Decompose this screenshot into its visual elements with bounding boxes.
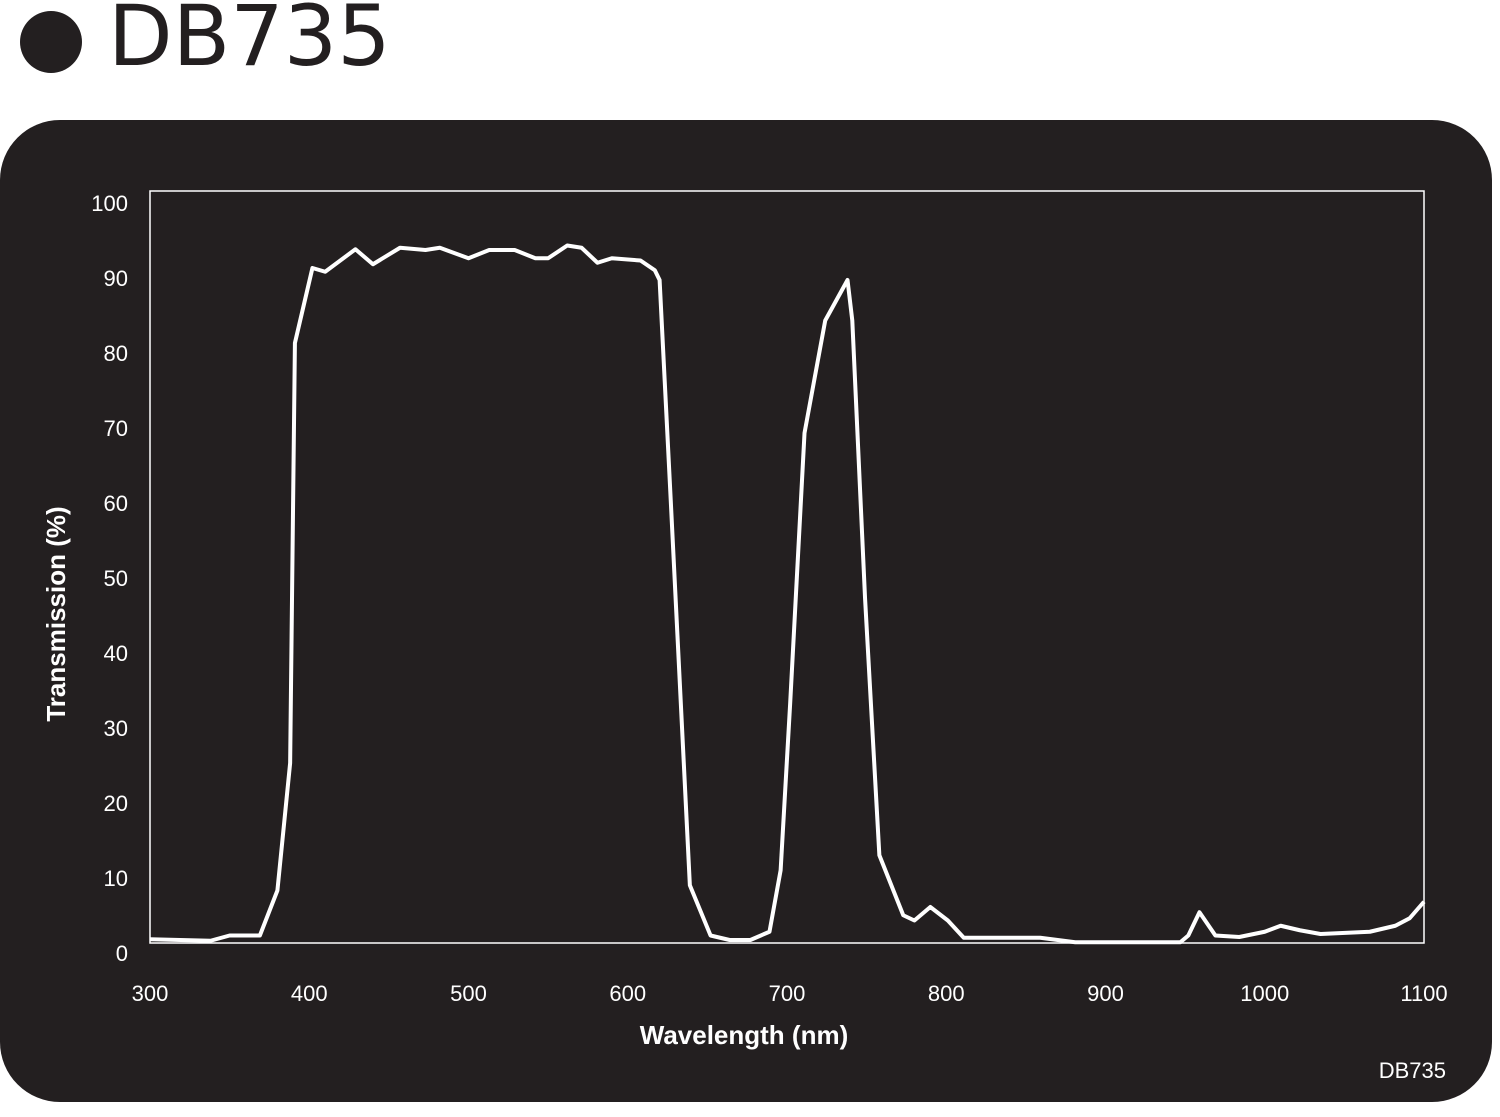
panel (0, 120, 1492, 1102)
y-tick-label: 20 (104, 791, 128, 816)
footnote: DB735 (1379, 1058, 1446, 1083)
x-tick-label: 400 (291, 981, 328, 1006)
y-tick-label: 40 (104, 641, 128, 666)
chart-title: DB735 (108, 0, 391, 85)
title-bullet (20, 11, 82, 73)
line (149, 243, 1426, 945)
x-tick-label: 700 (769, 981, 806, 1006)
x-axis-label: Wavelength (nm) (640, 1020, 848, 1050)
x-tick-label: 1000 (1240, 981, 1289, 1006)
x-tick-label: 1100 (1400, 981, 1447, 1006)
x-tick-label: 600 (609, 981, 646, 1006)
y-axis-label: Transmission (%) (41, 506, 71, 721)
plot-frame (149, 190, 1425, 944)
y-tick-label: 60 (104, 491, 128, 516)
y-tick-label: 0 (116, 941, 128, 966)
y-tick-label: 70 (104, 416, 128, 441)
y-tick-label: 10 (104, 866, 128, 891)
y-tick-label: 50 (104, 566, 128, 591)
y-tick-label: 80 (104, 341, 128, 366)
x-tick-label: 900 (1087, 981, 1124, 1006)
y-tick-label: 90 (104, 266, 128, 291)
y-tick-label: 30 (104, 716, 128, 741)
x-tick-label: 800 (928, 981, 965, 1006)
x-tick-label: 300 (132, 981, 169, 1006)
y-tick-label: 100 (91, 191, 128, 216)
x-tick-label: 500 (450, 981, 487, 1006)
